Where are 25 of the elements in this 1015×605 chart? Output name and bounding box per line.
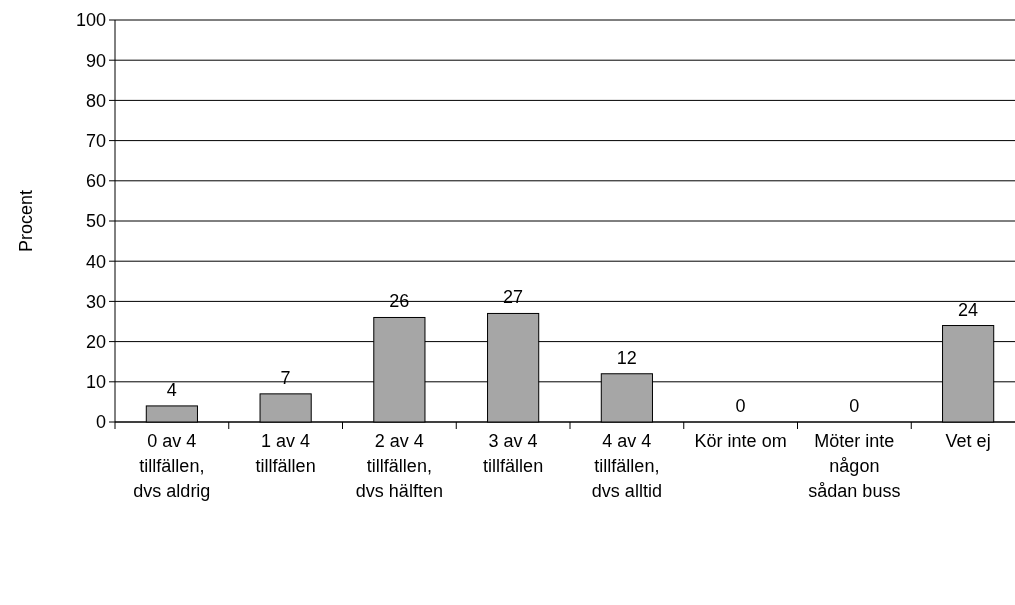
y-tick-label: 30: [85, 291, 106, 312]
data-label: 0: [735, 396, 746, 416]
y-tick-label: 100: [75, 10, 106, 31]
x-tick-label: 2 av 4 tillfällen, dvs hälften: [355, 431, 443, 501]
x-tick-label: 0 av 4 tillfällen, dvs aldrig: [133, 431, 211, 501]
y-tick-label: 50: [85, 211, 106, 232]
y-tick-label: 80: [85, 90, 106, 111]
x-tick-label: Kör inte om: [694, 431, 787, 451]
data-label: 12: [616, 347, 637, 368]
x-tick-label: Vet ej: [945, 431, 991, 451]
x-tick-label: Möter inte någon sådan buss: [808, 431, 901, 501]
data-label: 4: [166, 379, 177, 400]
y-tick-label: 10: [85, 372, 106, 393]
x-tick-label: 3 av 4 tillfällen: [483, 431, 544, 476]
data-label: 0: [849, 396, 860, 416]
x-tick-label: 4 av 4 tillfällen, dvs alltid: [591, 431, 662, 501]
y-tick-label: 0: [95, 412, 106, 433]
x-tick-label: 1 av 4 tillfällen: [255, 431, 316, 476]
data-label: 24: [958, 299, 979, 320]
y-tick-label: 60: [85, 171, 106, 192]
y-tick-label: 70: [85, 130, 106, 151]
y-axis-title: Procent: [16, 189, 36, 253]
y-tick-label: 40: [85, 251, 106, 272]
y-tick-label: 90: [85, 50, 106, 71]
y-tick-label: 20: [85, 331, 106, 352]
